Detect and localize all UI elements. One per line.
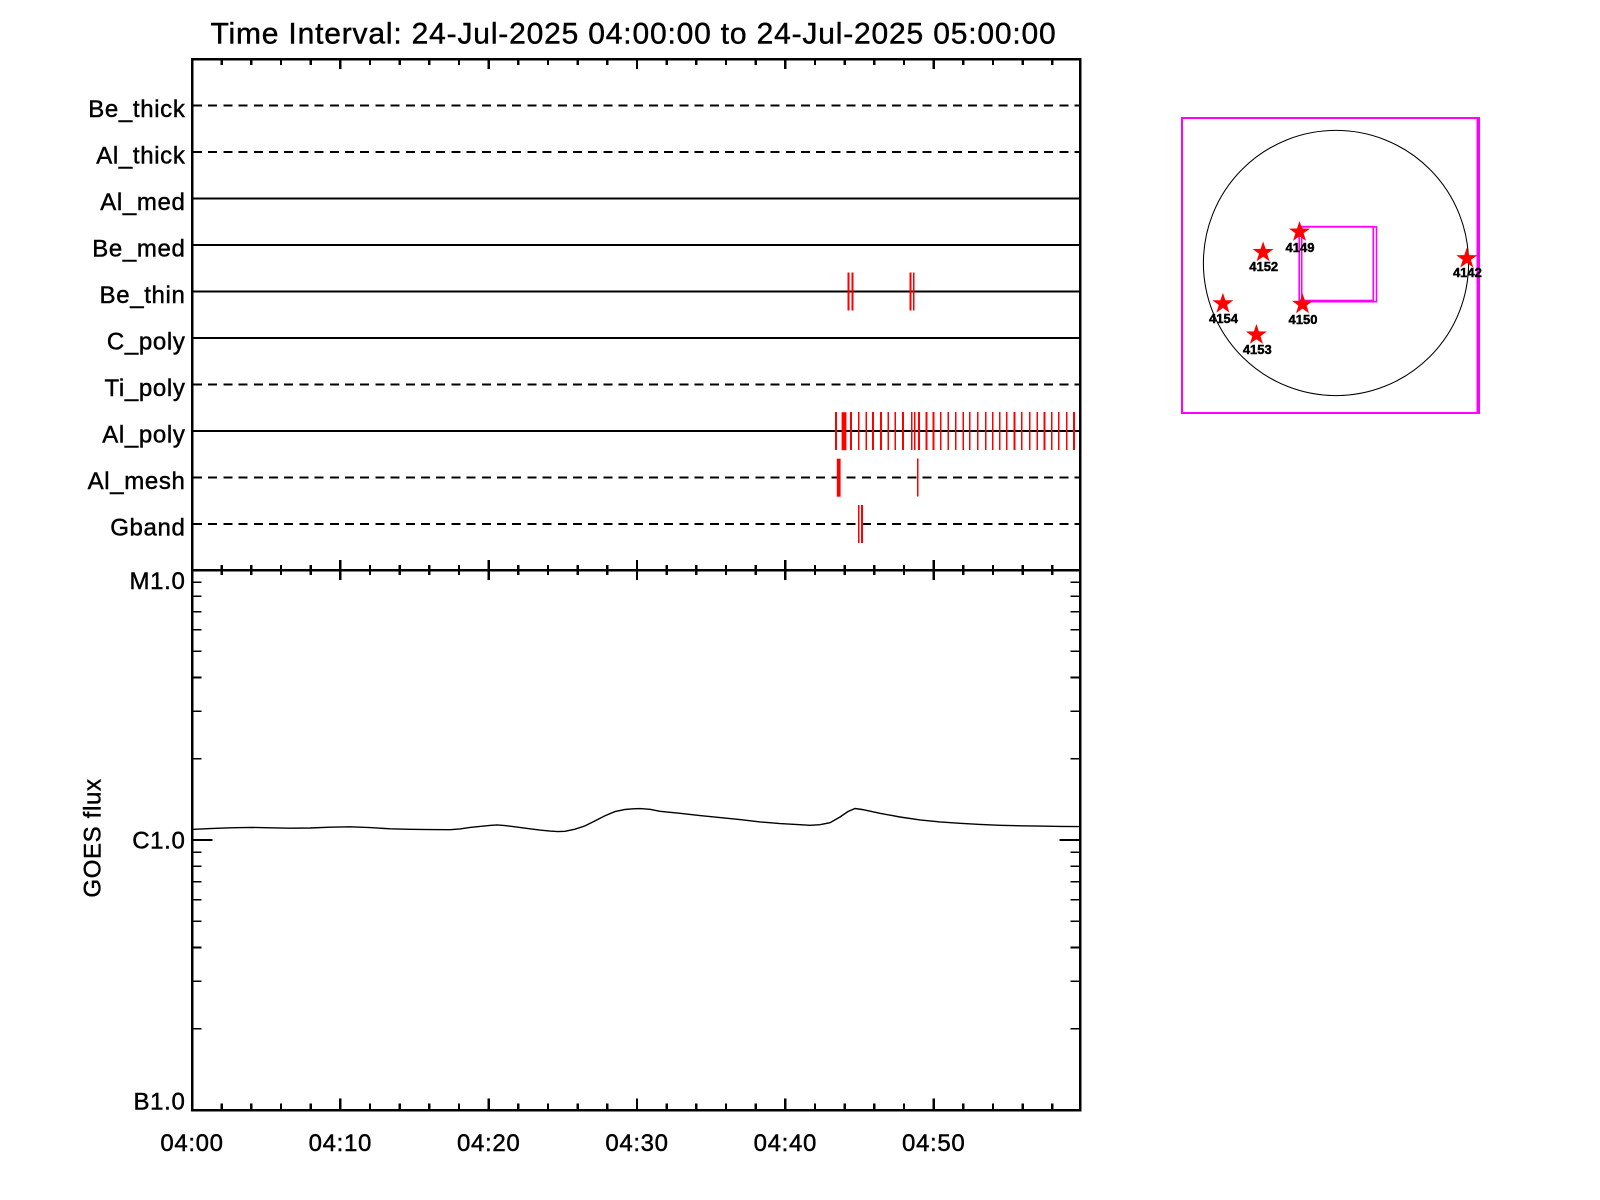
svg-text:Be_med: Be_med: [92, 235, 185, 262]
svg-text:Be_thin: Be_thin: [100, 282, 186, 309]
svg-text:Ti_poly: Ti_poly: [104, 375, 185, 402]
svg-text:Al_med: Al_med: [100, 189, 185, 216]
svg-text:04:30: 04:30: [605, 1130, 668, 1157]
svg-text:04:20: 04:20: [457, 1130, 520, 1157]
svg-text:Al_mesh: Al_mesh: [88, 468, 186, 495]
svg-text:Time Interval: 24-Jul-2025 04:: Time Interval: 24-Jul-2025 04:00:00 to 2…: [210, 18, 1056, 51]
svg-text:Al_thick: Al_thick: [96, 142, 186, 169]
svg-text:Gband: Gband: [110, 514, 185, 541]
svg-text:C1.0: C1.0: [132, 828, 185, 855]
svg-text:04:40: 04:40: [754, 1130, 817, 1157]
svg-text:GOES flux: GOES flux: [80, 778, 107, 897]
svg-text:C_poly: C_poly: [107, 328, 186, 355]
svg-text:M1.0: M1.0: [130, 568, 186, 595]
svg-text:04:10: 04:10: [309, 1130, 372, 1157]
svg-text:Be_thick: Be_thick: [88, 96, 186, 123]
svg-text:4152: 4152: [1249, 259, 1278, 274]
svg-text:4153: 4153: [1243, 342, 1272, 357]
svg-text:4150: 4150: [1289, 312, 1318, 327]
svg-text:04:00: 04:00: [160, 1130, 223, 1157]
svg-text:4149: 4149: [1286, 240, 1315, 255]
svg-text:4142: 4142: [1453, 265, 1482, 280]
svg-text:4154: 4154: [1209, 311, 1239, 326]
svg-text:Al_poly: Al_poly: [102, 421, 185, 448]
svg-text:04:50: 04:50: [902, 1130, 965, 1157]
svg-text:B1.0: B1.0: [134, 1089, 186, 1116]
